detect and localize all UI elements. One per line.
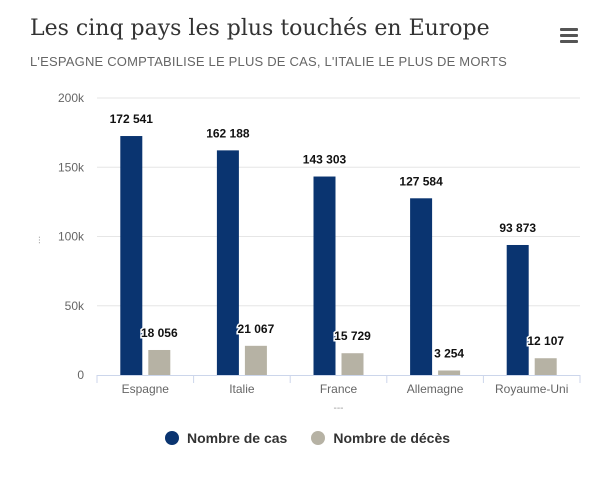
data-label-deaths: 21 067 <box>238 322 275 336</box>
bar-deaths <box>244 345 267 375</box>
y-tick-label: 200k <box>58 91 85 105</box>
data-label-cases: 162 188 <box>206 126 250 140</box>
legend: Nombre de cas Nombre de décès <box>0 430 615 446</box>
legend-item-cases[interactable]: Nombre de cas <box>164 430 288 446</box>
x-tick-label: Italie <box>229 382 255 396</box>
legend-marker-deaths <box>311 431 326 445</box>
chart-title: Les cinq pays les plus touchés en Europe <box>30 16 490 41</box>
data-label-deaths: 18 056 <box>141 326 178 340</box>
data-label-cases: 127 584 <box>399 174 443 188</box>
data-label-cases: 143 303 <box>303 153 347 167</box>
legend-label-cases: Nombre de cas <box>186 430 288 446</box>
legend-marker-cases <box>164 431 179 445</box>
data-label-cases: 172 541 <box>110 112 154 126</box>
bar-cases <box>216 150 239 375</box>
bar-deaths <box>341 353 364 375</box>
x-axis-title: --- <box>334 403 344 414</box>
bar-deaths <box>438 370 461 375</box>
hamburger-menu-icon[interactable] <box>558 26 580 44</box>
y-tick-label: 150k <box>58 160 85 174</box>
y-tick-label: 50k <box>65 299 85 313</box>
x-tick-label: Espagne <box>122 382 170 396</box>
chart-subtitle: L'ESPAGNE COMPTABILISE LE PLUS DE CAS, L… <box>30 54 508 69</box>
x-tick-label: Royaume-Uni <box>495 382 568 396</box>
bar-cases <box>313 176 336 375</box>
x-tick-label: France <box>320 382 358 396</box>
y-tick-label: 0 <box>77 368 84 382</box>
bar-chart: 0 50k 100k 150k 200k... --- Espagne 172 541 18 0… <box>32 91 581 414</box>
bar-cases <box>506 244 529 375</box>
bar-deaths <box>534 358 557 375</box>
bar-cases <box>410 198 433 375</box>
y-axis-title: ... <box>32 236 43 244</box>
legend-label-deaths: Nombre de décès <box>333 430 451 446</box>
y-tick-label: 100k <box>58 230 85 244</box>
legend-item-deaths[interactable]: Nombre de décès <box>311 430 450 446</box>
data-label-deaths: 3 254 <box>434 346 464 360</box>
data-label-cases: 93 873 <box>499 221 536 235</box>
data-label-deaths: 15 729 <box>334 329 371 343</box>
x-tick-label: Allemagne <box>407 382 464 396</box>
data-label-deaths: 12 107 <box>527 334 564 348</box>
bar-deaths <box>148 349 171 375</box>
bar-cases <box>120 136 143 375</box>
